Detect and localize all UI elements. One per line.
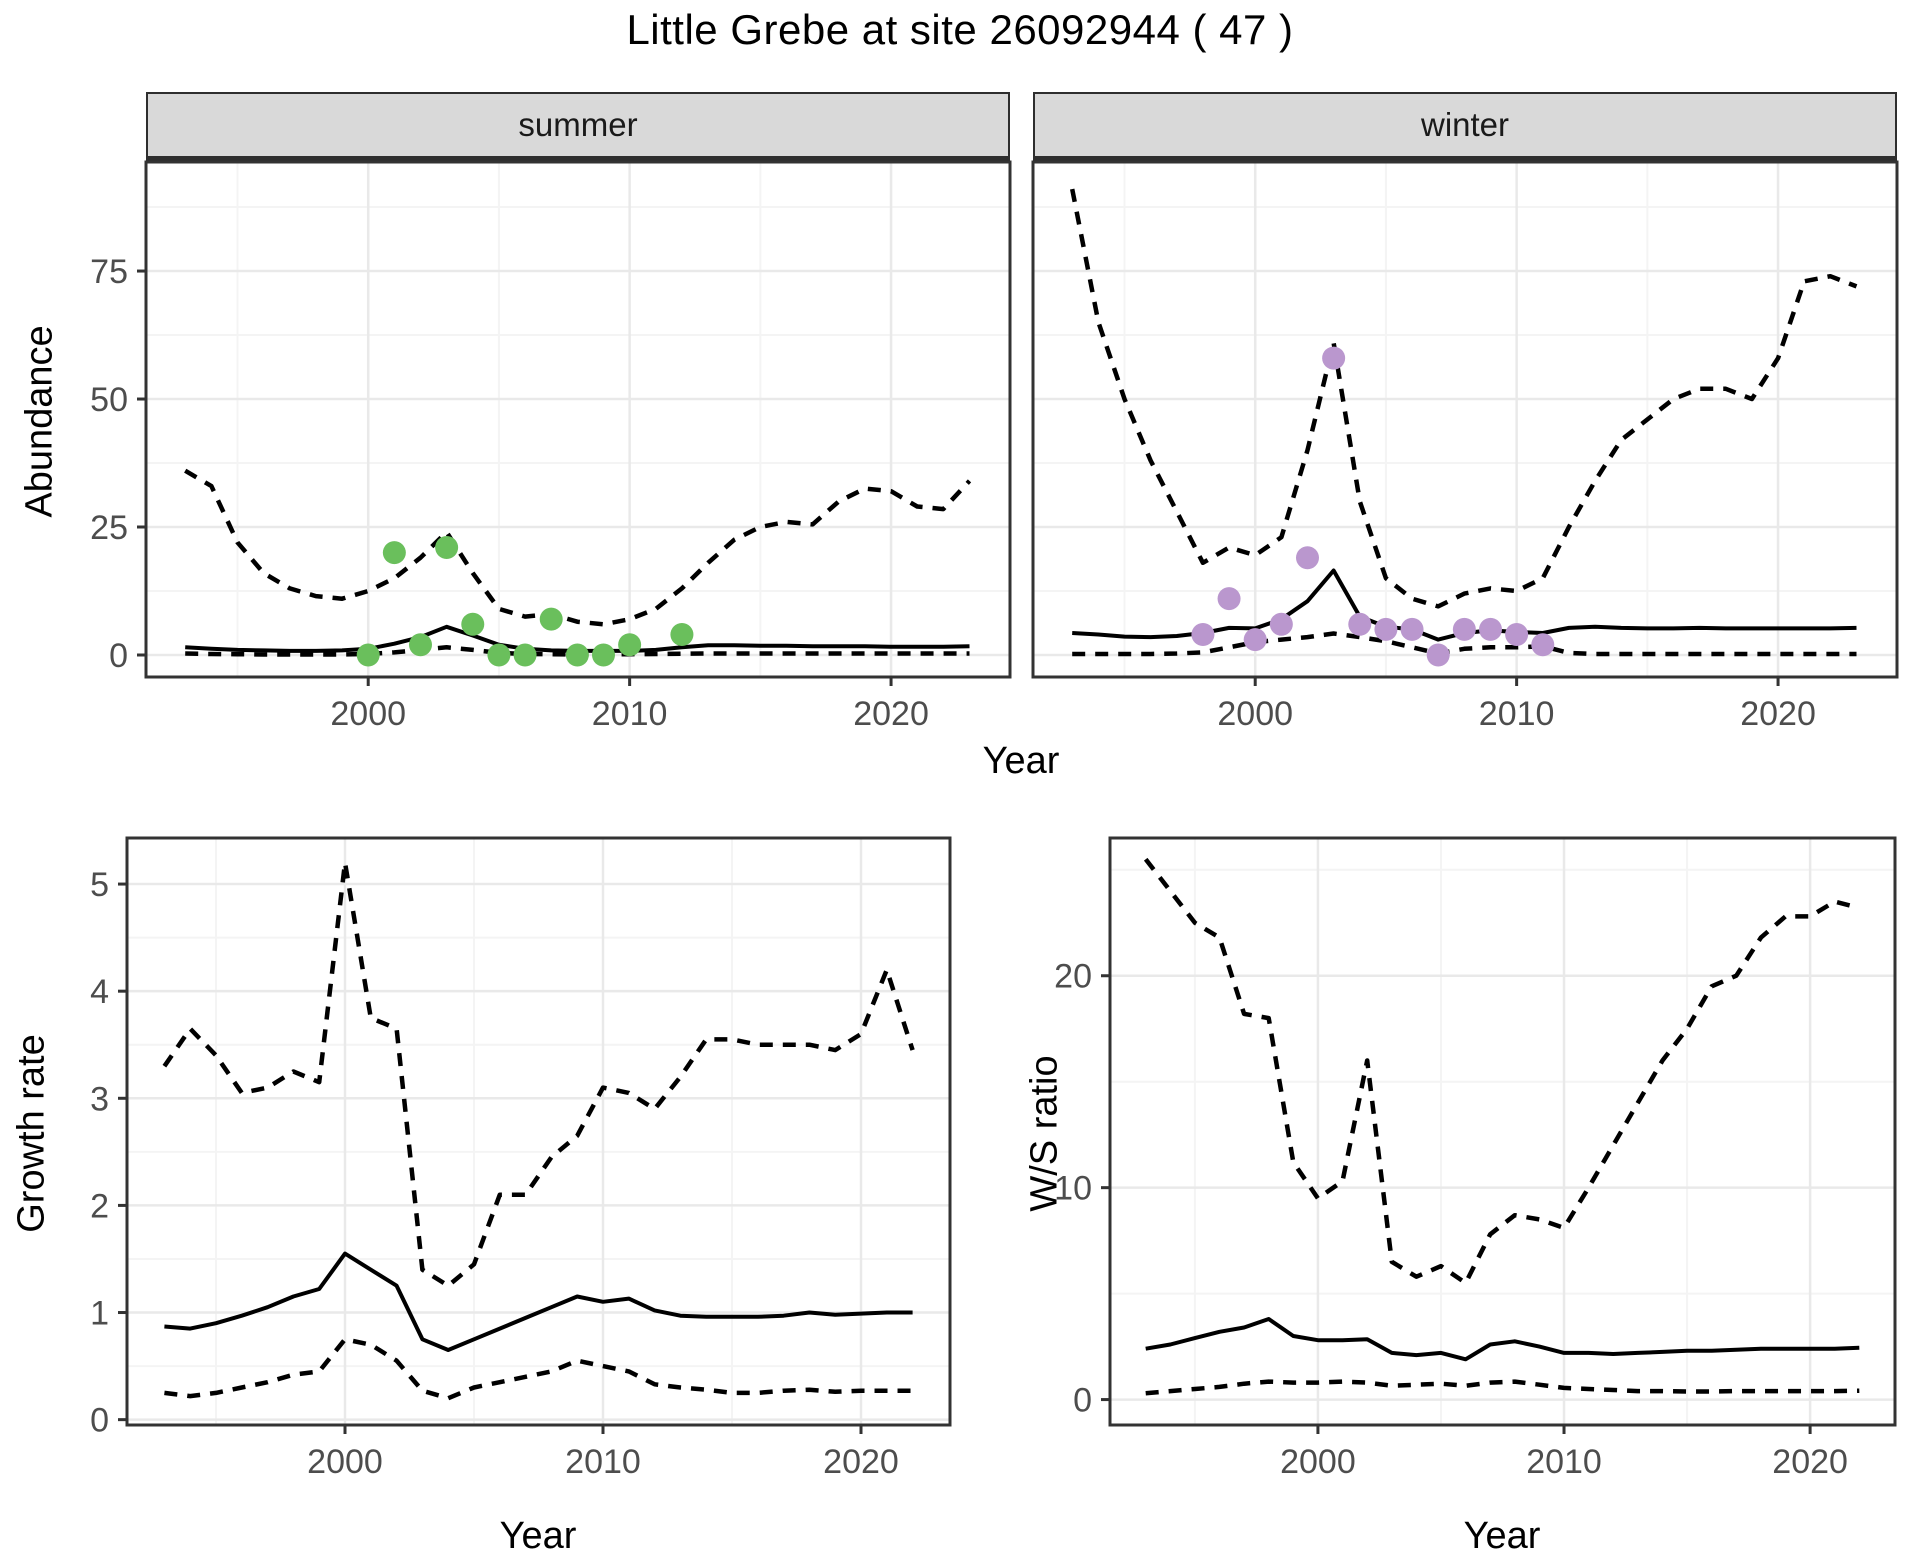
confidence-interval-line [1143, 857, 1860, 1286]
observation-point [1400, 617, 1424, 641]
y-axis-title-growth-rate: Growth rate [10, 1034, 53, 1233]
panel-ws-ratio: 2000 2010 2020 0 10 20 [1054, 836, 1897, 1481]
y-tick-label: 2 [90, 1187, 109, 1225]
x-axis-title-year-ws: Year [1463, 1515, 1541, 1557]
y-tick-label: 0 [109, 637, 128, 675]
observation-point [382, 541, 406, 565]
x-axis-title-year-top: Year [982, 740, 1060, 782]
confidence-interval-line [164, 1337, 913, 1401]
panel-border [1031, 160, 1899, 679]
observation-point [356, 643, 380, 667]
observation-point [1478, 617, 1502, 641]
y-tick-label: 20 [1054, 958, 1092, 996]
observation-point [1531, 633, 1555, 657]
observation-point [670, 623, 694, 647]
panel-abundance-winter: 2000 2010 2020 [1031, 160, 1899, 733]
series-group [184, 468, 972, 667]
x-tick-label: 2000 [1217, 695, 1293, 733]
facet-strip-summer-label: summer [518, 106, 638, 143]
panel-growth-rate: 2000 2010 2020 0 1 2 3 4 5 [90, 836, 952, 1481]
confidence-interval-line [184, 468, 972, 627]
x-tick-label: 2020 [1740, 695, 1816, 733]
facet-strip-winter: winter [1033, 92, 1897, 162]
observation-point [461, 612, 485, 636]
y-axis-title-abundance: Abundance [18, 325, 61, 518]
series-group [1143, 857, 1860, 1396]
observation-point [1348, 612, 1372, 636]
observation-point [565, 643, 589, 667]
observation-point [1269, 612, 1293, 636]
panel-abundance-summer: 2000 2010 2020 0 25 50 75 [90, 160, 1012, 733]
panel-border [125, 836, 952, 1427]
observation-point [1243, 628, 1267, 652]
x-axis-title-year-growth: Year [499, 1515, 577, 1557]
observation-point [408, 633, 432, 657]
y-tick-label: 0 [1073, 1382, 1092, 1420]
y-tick-label: 4 [90, 973, 109, 1011]
x-tick-label: 2010 [565, 1443, 641, 1481]
y-tick-label: 3 [90, 1080, 109, 1118]
median-line [1145, 1317, 1860, 1362]
x-tick-label: 2010 [1526, 1443, 1602, 1481]
y-tick-label: 5 [90, 866, 109, 904]
observation-point [1374, 617, 1398, 641]
observation-point [487, 643, 511, 667]
observation-point [591, 643, 615, 667]
ws-ratio-svg: 2000 2010 2020 0 10 20 [1054, 836, 1897, 1481]
confidence-interval-line [1069, 188, 1858, 609]
x-tick-label: 2000 [307, 1443, 383, 1481]
observation-point [618, 633, 642, 657]
median-line [164, 1251, 913, 1352]
panel-background [146, 162, 1010, 677]
x-tick-label: 2010 [592, 695, 668, 733]
y-tick-label: 75 [90, 253, 128, 291]
x-tick-label: 2020 [1772, 1443, 1848, 1481]
y-tick-label: 1 [90, 1295, 109, 1333]
confidence-interval-line [162, 860, 915, 1288]
x-tick-label: 2000 [330, 695, 406, 733]
x-tick-label: 2020 [823, 1443, 899, 1481]
observation-point [513, 643, 537, 667]
confidence-interval-line [1145, 1379, 1860, 1396]
panel-border [144, 160, 1012, 679]
series-group [162, 860, 915, 1401]
x-tick-label: 2010 [1479, 695, 1555, 733]
panel-background [1033, 162, 1897, 677]
series-group [1069, 188, 1858, 667]
abundance-winter-svg: 2000 2010 2020 [1031, 160, 1899, 733]
figure-title: Little Grebe at site 26092944 ( 47 ) [626, 6, 1294, 53]
observation-point [435, 535, 459, 559]
observation-point [1295, 546, 1319, 570]
facet-strip-summer: summer [146, 92, 1010, 162]
observation-point [1217, 587, 1241, 611]
observation-point [539, 607, 563, 631]
observation-point [1191, 623, 1215, 647]
observation-point [1452, 617, 1476, 641]
y-tick-label: 10 [1054, 1170, 1092, 1208]
x-tick-label: 2020 [853, 695, 929, 733]
y-tick-label: 25 [90, 509, 128, 547]
panel-border [1108, 836, 1897, 1427]
observation-point [1426, 643, 1450, 667]
x-tick-label: 2000 [1280, 1443, 1356, 1481]
confidence-interval-line [1072, 631, 1857, 657]
growth-rate-svg: 2000 2010 2020 0 1 2 3 4 5 [90, 836, 952, 1481]
panel-background [127, 838, 950, 1425]
y-tick-label: 50 [90, 381, 128, 419]
abundance-summer-svg: 2000 2010 2020 0 25 50 75 [90, 160, 1012, 733]
facet-strip-winter-label: winter [1420, 106, 1510, 143]
y-tick-label: 0 [90, 1402, 109, 1440]
observation-point [1505, 623, 1529, 647]
observation-point [1322, 346, 1346, 370]
